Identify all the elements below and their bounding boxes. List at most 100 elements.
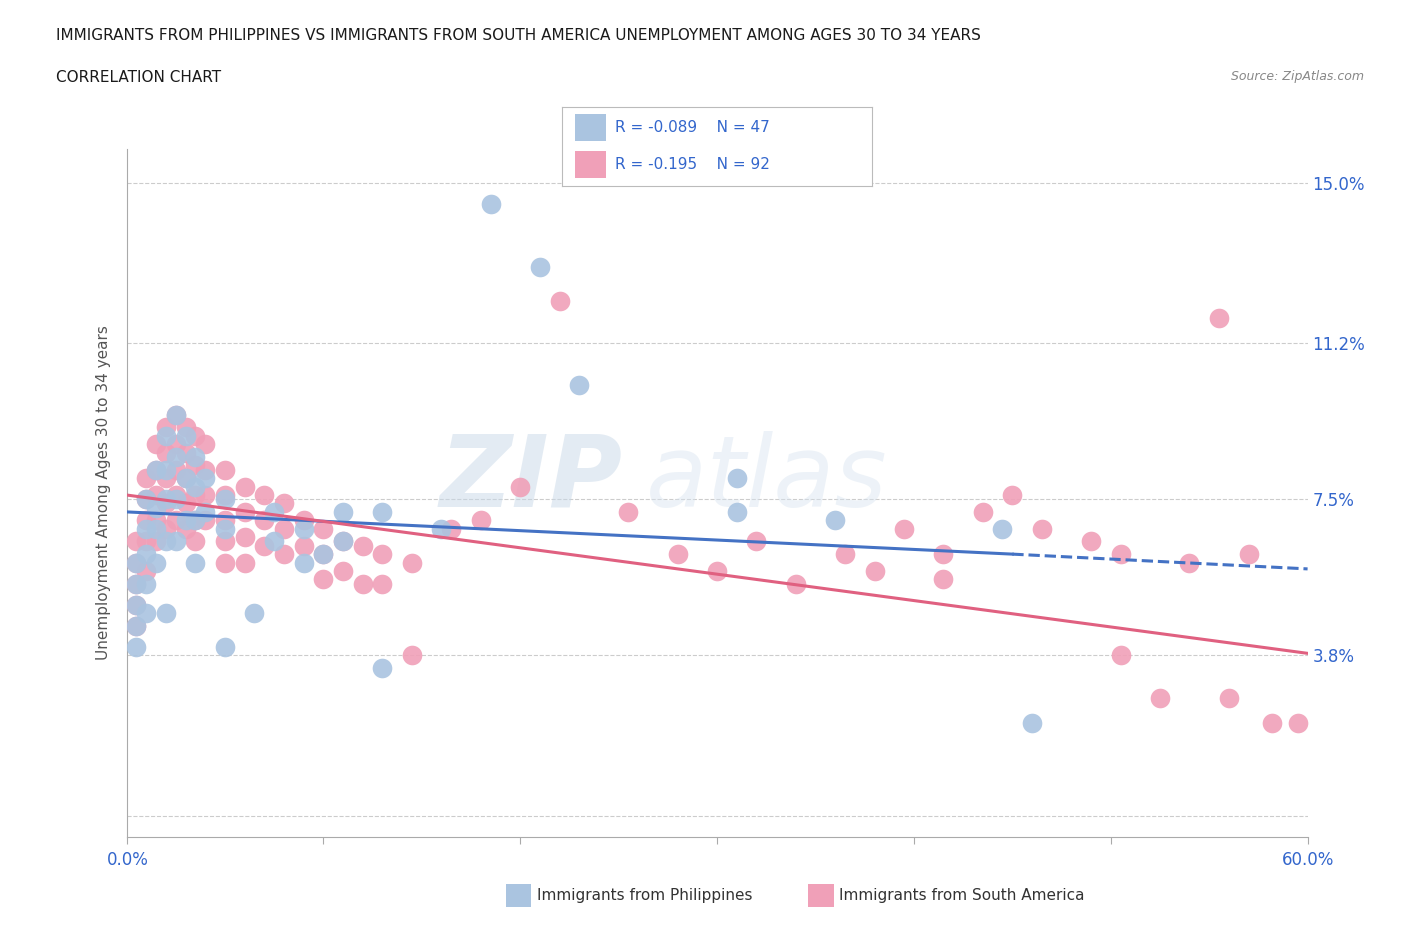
Point [184,458,207,472]
Point [1237,547,1260,562]
Point [145,462,167,477]
Point [401,648,423,663]
Bar [575,152,606,179]
Point [135,492,157,507]
Point [1031,522,1053,537]
Point [174,471,197,485]
Text: atlas: atlas [647,431,887,527]
Point [174,471,197,485]
Point [155,605,177,620]
Point [174,445,197,460]
Text: Immigrants from South America: Immigrants from South America [839,888,1085,903]
Point [972,504,994,519]
Point [243,605,266,620]
Point [863,564,886,578]
Point [273,547,295,562]
Point [184,487,207,502]
Point [568,378,591,392]
Point [155,492,177,507]
Point [1001,487,1024,502]
Point [145,522,167,537]
Point [1286,715,1309,730]
Point [214,640,236,655]
Point [706,564,728,578]
Text: Immigrants from Philippines: Immigrants from Philippines [537,888,752,903]
Point [617,504,640,519]
Point [184,513,207,528]
Point [725,471,748,485]
Point [292,538,315,553]
Point [292,513,315,528]
Point [214,534,236,549]
Point [165,462,187,477]
Point [145,513,167,528]
Point [332,534,354,549]
Point [548,293,571,308]
Point [135,547,157,562]
Point [165,449,187,464]
Point [155,471,177,485]
Point [214,462,236,477]
Point [165,407,187,422]
Point [1109,547,1132,562]
Point [184,449,207,464]
Point [125,597,148,612]
Point [194,504,217,519]
Point [834,547,856,562]
Point [470,513,492,528]
Point [666,547,689,562]
Point [145,500,167,515]
Point [991,522,1014,537]
Point [174,496,197,511]
Point [145,555,167,570]
Point [332,534,354,549]
Point [352,577,374,591]
Point [135,605,157,620]
Point [184,534,207,549]
Text: R = -0.089    N = 47: R = -0.089 N = 47 [614,120,769,135]
Point [165,513,187,528]
Point [233,555,256,570]
Point [932,547,955,562]
Point [1149,690,1171,705]
Point [125,555,148,570]
Point [145,534,167,549]
Point [479,196,502,211]
Point [371,577,394,591]
Point [371,547,394,562]
Text: ZIP: ZIP [440,431,623,527]
Point [155,420,177,435]
Text: R = -0.195    N = 92: R = -0.195 N = 92 [614,157,770,172]
Point [135,471,157,485]
Point [194,513,217,528]
Point [233,504,256,519]
Point [155,496,177,511]
Point [125,534,148,549]
Point [253,538,276,553]
Point [135,534,157,549]
Point [214,492,236,507]
Y-axis label: Unemployment Among Ages 30 to 34 years: Unemployment Among Ages 30 to 34 years [96,326,111,660]
Point [292,555,315,570]
Point [165,534,187,549]
Point [509,479,531,494]
Point [1218,690,1240,705]
Point [165,407,187,422]
Point [145,437,167,452]
Point [165,492,187,507]
Point [932,572,955,587]
Point [174,429,197,444]
Point [312,547,335,562]
Point [312,547,335,562]
Point [725,504,748,519]
Point [824,513,846,528]
Point [174,420,197,435]
Point [194,487,217,502]
Point [125,577,148,591]
Point [785,577,807,591]
Point [233,530,256,545]
Text: Source: ZipAtlas.com: Source: ZipAtlas.com [1230,70,1364,83]
Point [1261,715,1284,730]
Point [273,522,295,537]
Point [155,445,177,460]
